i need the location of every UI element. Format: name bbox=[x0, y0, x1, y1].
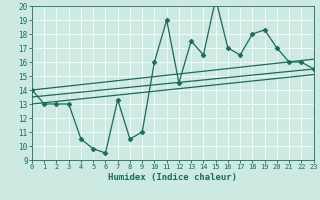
X-axis label: Humidex (Indice chaleur): Humidex (Indice chaleur) bbox=[108, 173, 237, 182]
